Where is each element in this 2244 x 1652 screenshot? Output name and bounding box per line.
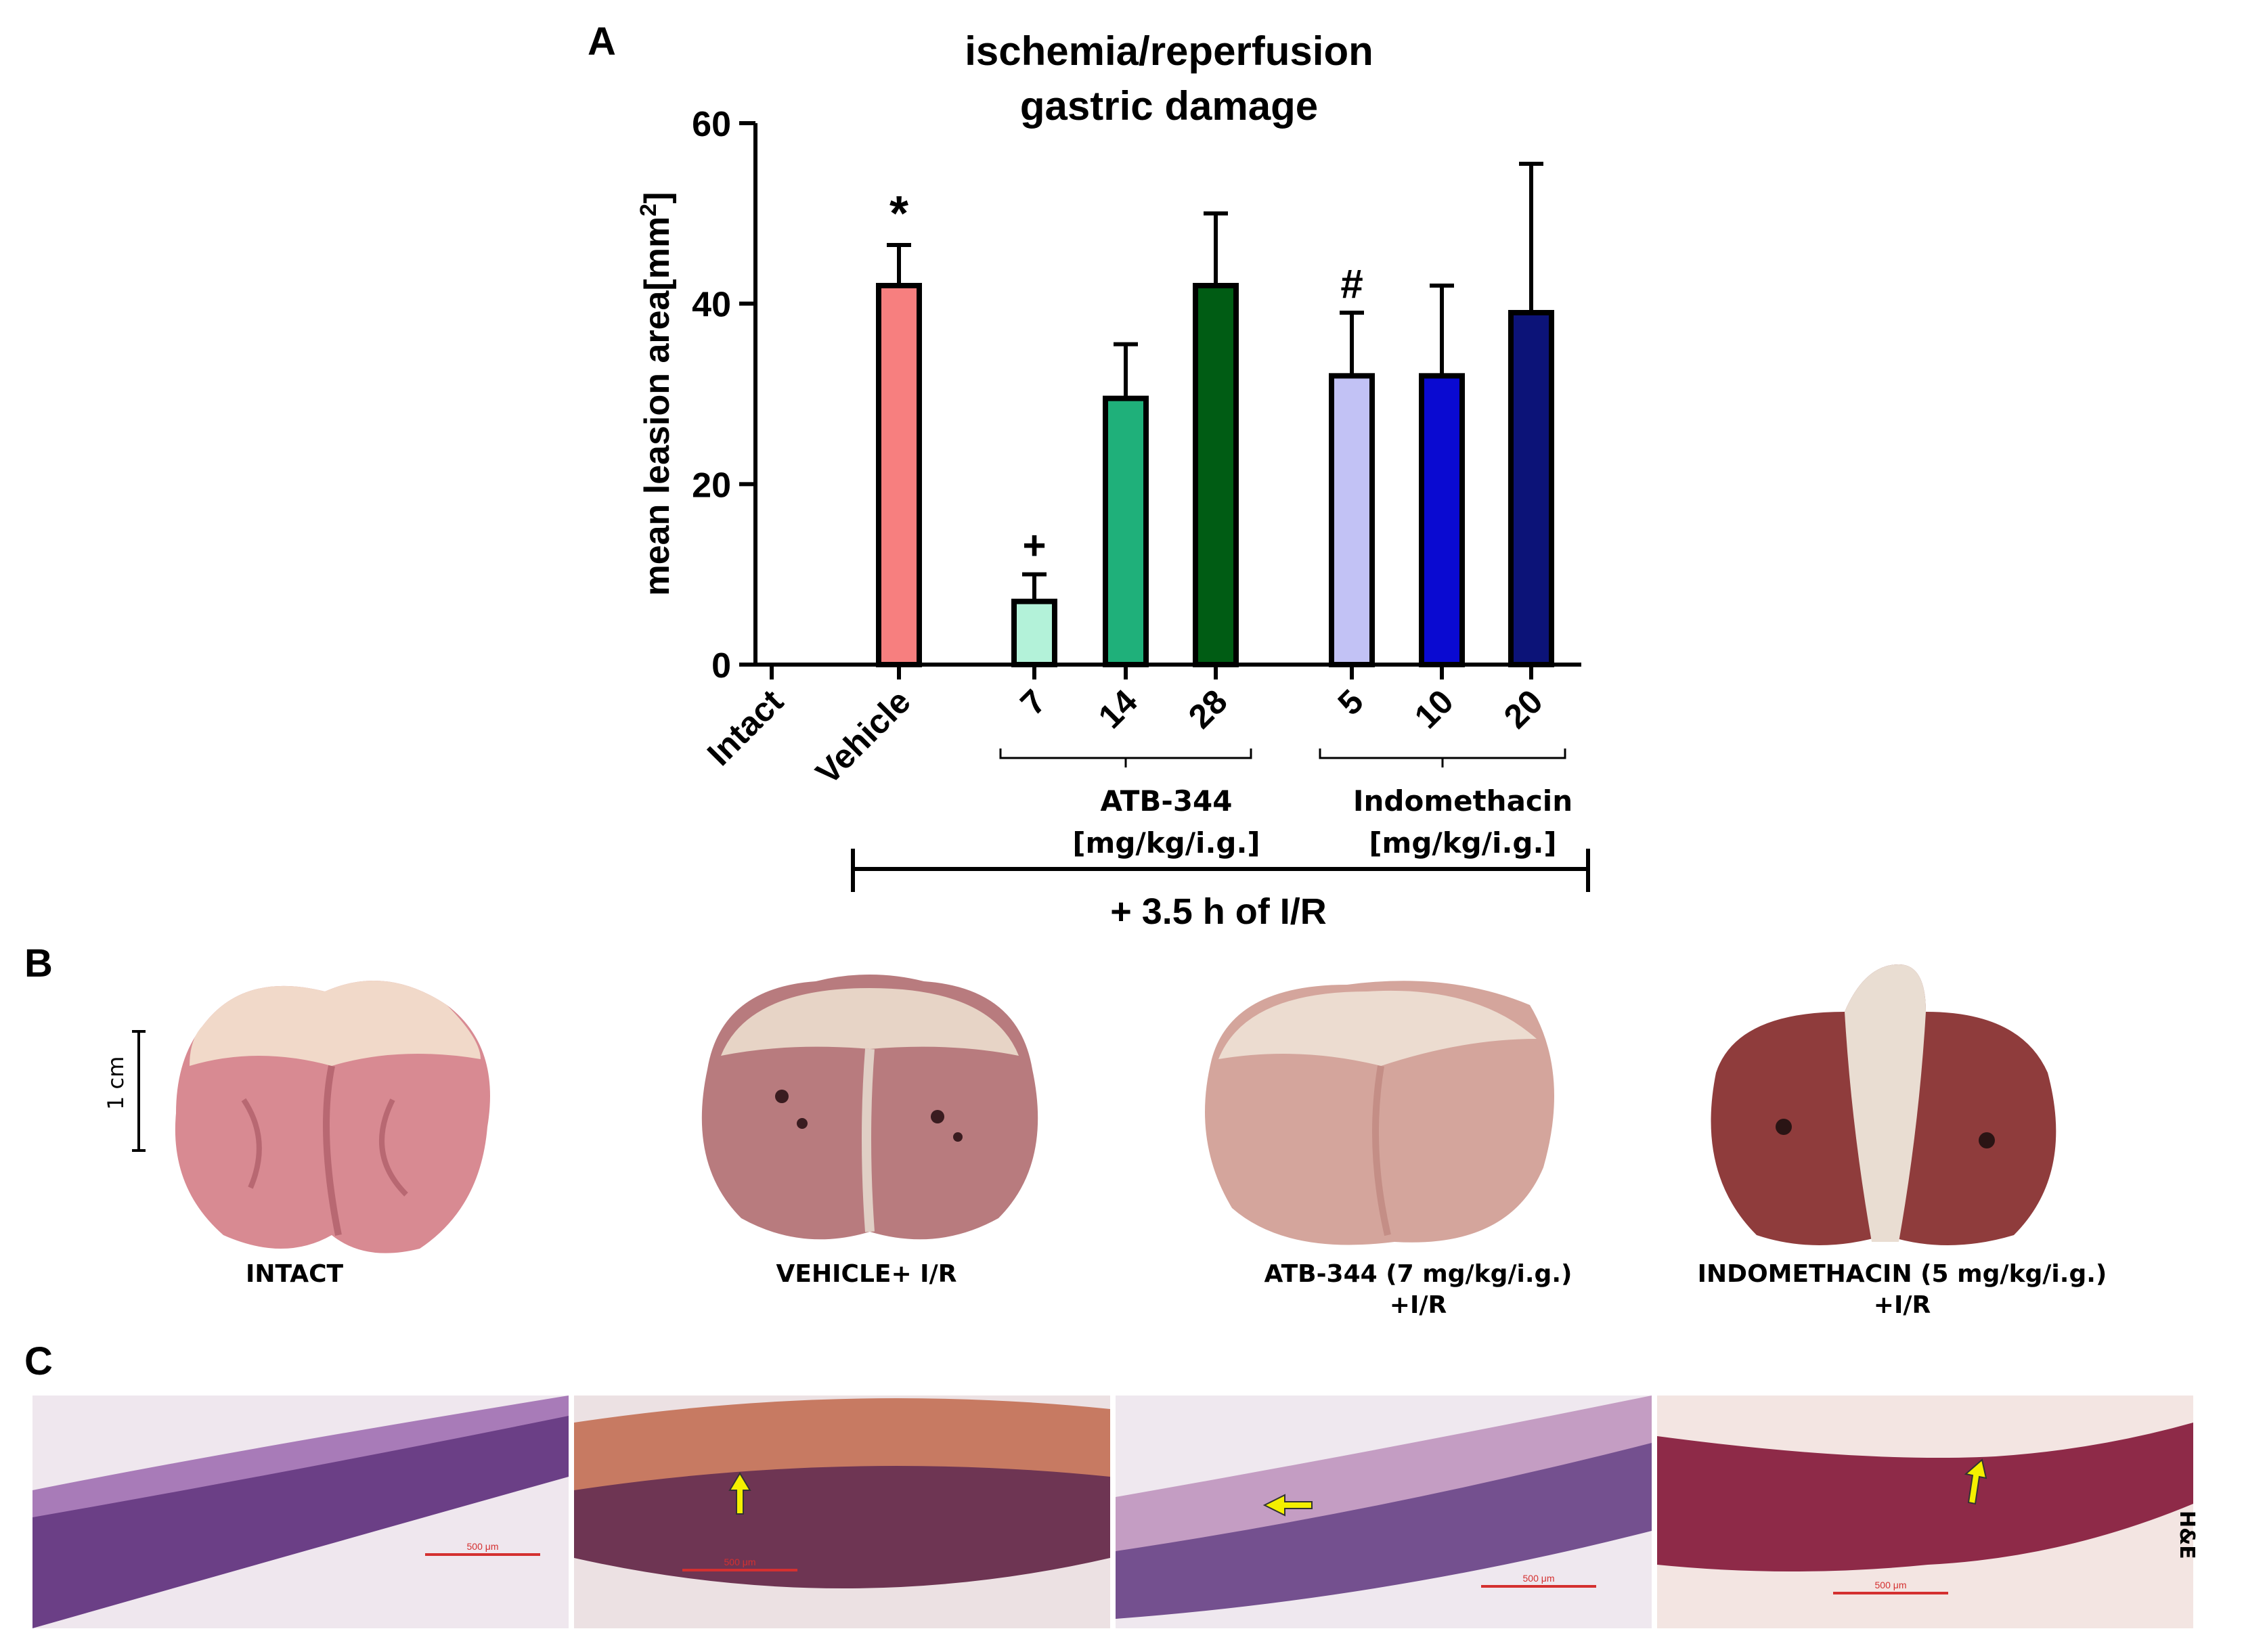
treatment-label: + 3.5 h of I/R [1110, 891, 1327, 932]
stomach-photo-indomethacin [1711, 964, 2056, 1245]
group-label: Indomethacin [1353, 784, 1572, 818]
group-label: [mg/kg/i.g.] [1072, 826, 1260, 860]
x-tick-label: Intact [700, 682, 791, 773]
histology-scale-text: 500 μm [1875, 1580, 1907, 1590]
caption-intact: INTACT [245, 1260, 344, 1288]
x-tick-label: 5 [1331, 682, 1371, 722]
group-label: ATB-344 [1100, 784, 1232, 818]
group-bracket [1319, 749, 1566, 767]
stomach-photo-vehicle [701, 975, 1038, 1240]
y-tick-label: 20 [692, 466, 731, 505]
x-tick-label: 10 [1407, 682, 1461, 736]
bar [1011, 598, 1057, 668]
bar [1508, 310, 1554, 667]
histology-image-indomethacin: 500 μm [1657, 1396, 2193, 1628]
stain-label: H&E [2175, 1511, 2199, 1559]
scale-label: 1 cm [103, 1056, 129, 1110]
histology-scale-text: 500 μm [724, 1557, 756, 1567]
y-tick-label: 40 [692, 286, 731, 325]
group-brackets: ATB-344 [mg/kg/i.g.] Indomethacin [mg/kg/i.… [999, 749, 1572, 860]
panel-label-b: B [24, 941, 53, 985]
y-axis: 0 20 40 60 mean leasion area[mm2] [636, 105, 757, 686]
chart-title-line: ischemia/reperfusion [965, 28, 1373, 74]
bars: * + # [876, 162, 1554, 668]
significance-marker: * [889, 187, 908, 241]
y-axis-label: mean leasion area[mm2] [636, 192, 677, 596]
significance-marker: + [1022, 523, 1046, 568]
y-tick-label: 60 [692, 105, 731, 144]
x-axis: Intact Vehicle 7 14 28 5 10 20 [700, 663, 1581, 792]
significance-marker: # [1340, 261, 1363, 307]
bar-chart: ischemia/reperfusion gastric damage 0 20 40… [636, 28, 1590, 932]
histology-scale-text: 500 μm [1523, 1573, 1555, 1584]
histology-image-vehicle: 500 μm [574, 1396, 1110, 1628]
panel-label-a: A [588, 20, 616, 64]
x-tick-label: Vehicle [808, 682, 917, 791]
x-tick-label: 20 [1497, 682, 1550, 736]
bar [1329, 373, 1375, 667]
chart-title-line: gastric damage [1020, 83, 1318, 129]
bar [1419, 373, 1465, 667]
caption-vehicle: VEHICLE+ I/R [776, 1260, 957, 1288]
bar [1193, 283, 1239, 667]
stomach-photo-intact [175, 981, 490, 1253]
histology-image-intact: 500 μm [32, 1396, 569, 1628]
histology-scale-text: 500 μm [467, 1541, 499, 1552]
caption-indomethacin: INDOMETHACIN (5 mg/kg/i.g.) +I/R [1697, 1260, 2107, 1319]
x-tick-label: 28 [1181, 682, 1235, 736]
group-label: [mg/kg/i.g.] [1369, 826, 1556, 860]
chart-title: ischemia/reperfusion gastric damage [965, 28, 1373, 129]
x-tick-label: 7 [1013, 682, 1053, 722]
group-bracket [999, 749, 1252, 767]
x-tick-label: 14 [1091, 682, 1145, 736]
scale-bar [132, 1030, 146, 1152]
histology-image-atb344: 500 μm [1116, 1396, 1652, 1628]
panel-label-c: C [24, 1339, 53, 1383]
stomach-photo-atb344 [1205, 981, 1554, 1245]
caption-atb344: ATB-344 (7 mg/kg/i.g.) +I/R [1264, 1260, 1572, 1319]
treatment-bar: + 3.5 h of I/R [851, 849, 1590, 932]
y-tick-label: 0 [711, 646, 731, 686]
bar [876, 283, 922, 667]
bar [1103, 395, 1149, 668]
